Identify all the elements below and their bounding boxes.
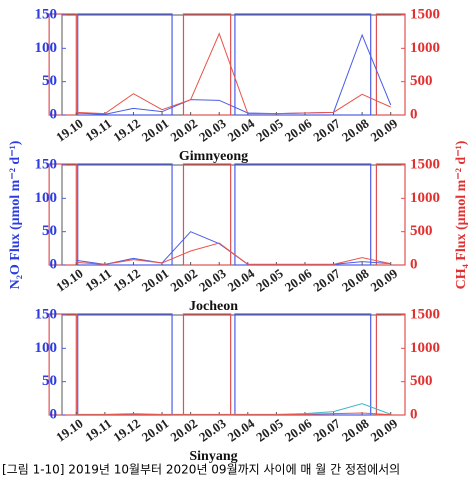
- x-tick-label: 20.02: [167, 266, 200, 295]
- season-box: [234, 13, 372, 116]
- x-tick-label: 20.05: [253, 115, 286, 144]
- x-tick-label: 20.07: [310, 415, 343, 444]
- caption: [그림 1-10] 2019년 10월부터 2020년 09월까지 사이에 매 …: [2, 463, 400, 477]
- y-tick-label: 0: [50, 256, 58, 272]
- x-tick-label: 20.02: [167, 416, 200, 445]
- x-tick-label: 20.03: [196, 265, 229, 294]
- y2-tick-label: 1000: [410, 340, 440, 356]
- x-tick-label: 19.10: [53, 266, 86, 295]
- y-tick-label: 50: [42, 223, 57, 239]
- x-tick-label: 20.01: [139, 416, 172, 445]
- x-tick-label: 20.07: [310, 265, 343, 294]
- series-line: [76, 32, 391, 115]
- y-tick-label: 100: [35, 190, 58, 206]
- series-line: [76, 242, 391, 265]
- y-tick-label: 150: [35, 156, 58, 172]
- y-tick-label: 0: [50, 406, 58, 422]
- y-tick-label: 0: [50, 106, 58, 122]
- y-tick-label: 150: [35, 306, 58, 322]
- y-tick-label: 100: [35, 40, 58, 56]
- panel-title: Gimnyeong: [179, 149, 248, 164]
- y2-tick-label: 0: [410, 106, 418, 122]
- x-tick-label: 20.01: [139, 116, 172, 145]
- x-tick-label: 19.10: [53, 416, 86, 445]
- x-tick-label: 20.08: [339, 115, 372, 144]
- x-tick-label: 20.06: [282, 115, 315, 144]
- season-box: [234, 163, 372, 266]
- x-tick-label: 19.12: [110, 416, 143, 445]
- y2-tick-label: 0: [410, 256, 418, 272]
- x-tick-label: 20.06: [282, 415, 315, 444]
- y2-tick-label: 1500: [410, 6, 440, 22]
- series-line: [76, 33, 392, 115]
- x-tick-label: 20.04: [225, 115, 258, 144]
- panel-title: Jocheon: [189, 299, 238, 314]
- y2-tick-label: 0: [410, 406, 418, 422]
- season-box: [375, 13, 406, 116]
- season-box: [48, 313, 77, 416]
- x-tick-label: 19.11: [82, 416, 114, 445]
- season-box: [375, 163, 406, 266]
- x-tick-label: 20.04: [225, 415, 258, 444]
- x-tick-label: 19.12: [110, 266, 143, 295]
- season-box: [48, 13, 77, 116]
- season-box: [77, 163, 173, 266]
- y-tick-label: 100: [35, 340, 58, 356]
- x-tick-label: 20.03: [196, 115, 229, 144]
- x-tick-label: 20.09: [368, 115, 401, 144]
- season-box: [77, 13, 173, 116]
- x-tick-label: 20.08: [339, 415, 372, 444]
- y2-axis-label: CH₄ Flux (μmol m⁻² d⁻¹): [454, 140, 469, 289]
- x-tick-label: 20.08: [339, 265, 372, 294]
- x-tick-label: 20.09: [368, 415, 401, 444]
- y2-tick-label: 1000: [410, 190, 440, 206]
- x-tick-label: 20.05: [253, 265, 286, 294]
- y-tick-label: 50: [42, 373, 57, 389]
- y-tick-label: 150: [35, 6, 58, 22]
- y2-tick-label: 1500: [410, 156, 440, 172]
- plot-frame: [61, 314, 406, 416]
- season-box: [375, 313, 406, 416]
- y2-tick-label: 500: [410, 223, 433, 239]
- season-box: [182, 313, 232, 416]
- season-box: [182, 163, 232, 266]
- y2-tick-label: 1500: [410, 306, 440, 322]
- series-line: [76, 231, 391, 265]
- x-tick-label: 20.01: [139, 266, 172, 295]
- season-box: [77, 313, 173, 416]
- x-tick-label: 19.12: [110, 116, 143, 145]
- y-axis-label: N₂O Flux (μmol m⁻² d⁻¹): [8, 140, 23, 289]
- x-tick-label: 20.03: [196, 415, 229, 444]
- plot-frame: [61, 164, 406, 266]
- y2-tick-label: 1000: [410, 40, 440, 56]
- x-tick-label: 19.11: [82, 116, 114, 145]
- series-line: [76, 412, 391, 416]
- series-line: [76, 403, 391, 415]
- panel-title: Sinyang: [189, 449, 237, 464]
- x-tick-label: 19.11: [82, 266, 114, 295]
- x-tick-label: 20.07: [310, 115, 343, 144]
- x-tick-label: 20.02: [167, 116, 200, 145]
- x-tick-label: 20.06: [282, 265, 315, 294]
- y2-tick-label: 500: [410, 73, 433, 89]
- season-box: [234, 313, 372, 416]
- x-tick-label: 20.04: [225, 265, 258, 294]
- y2-tick-label: 500: [410, 373, 433, 389]
- season-box: [48, 163, 77, 266]
- x-tick-label: 20.09: [368, 265, 401, 294]
- y-tick-label: 50: [42, 73, 57, 89]
- x-tick-label: 20.05: [253, 415, 286, 444]
- x-tick-label: 19.10: [53, 116, 86, 145]
